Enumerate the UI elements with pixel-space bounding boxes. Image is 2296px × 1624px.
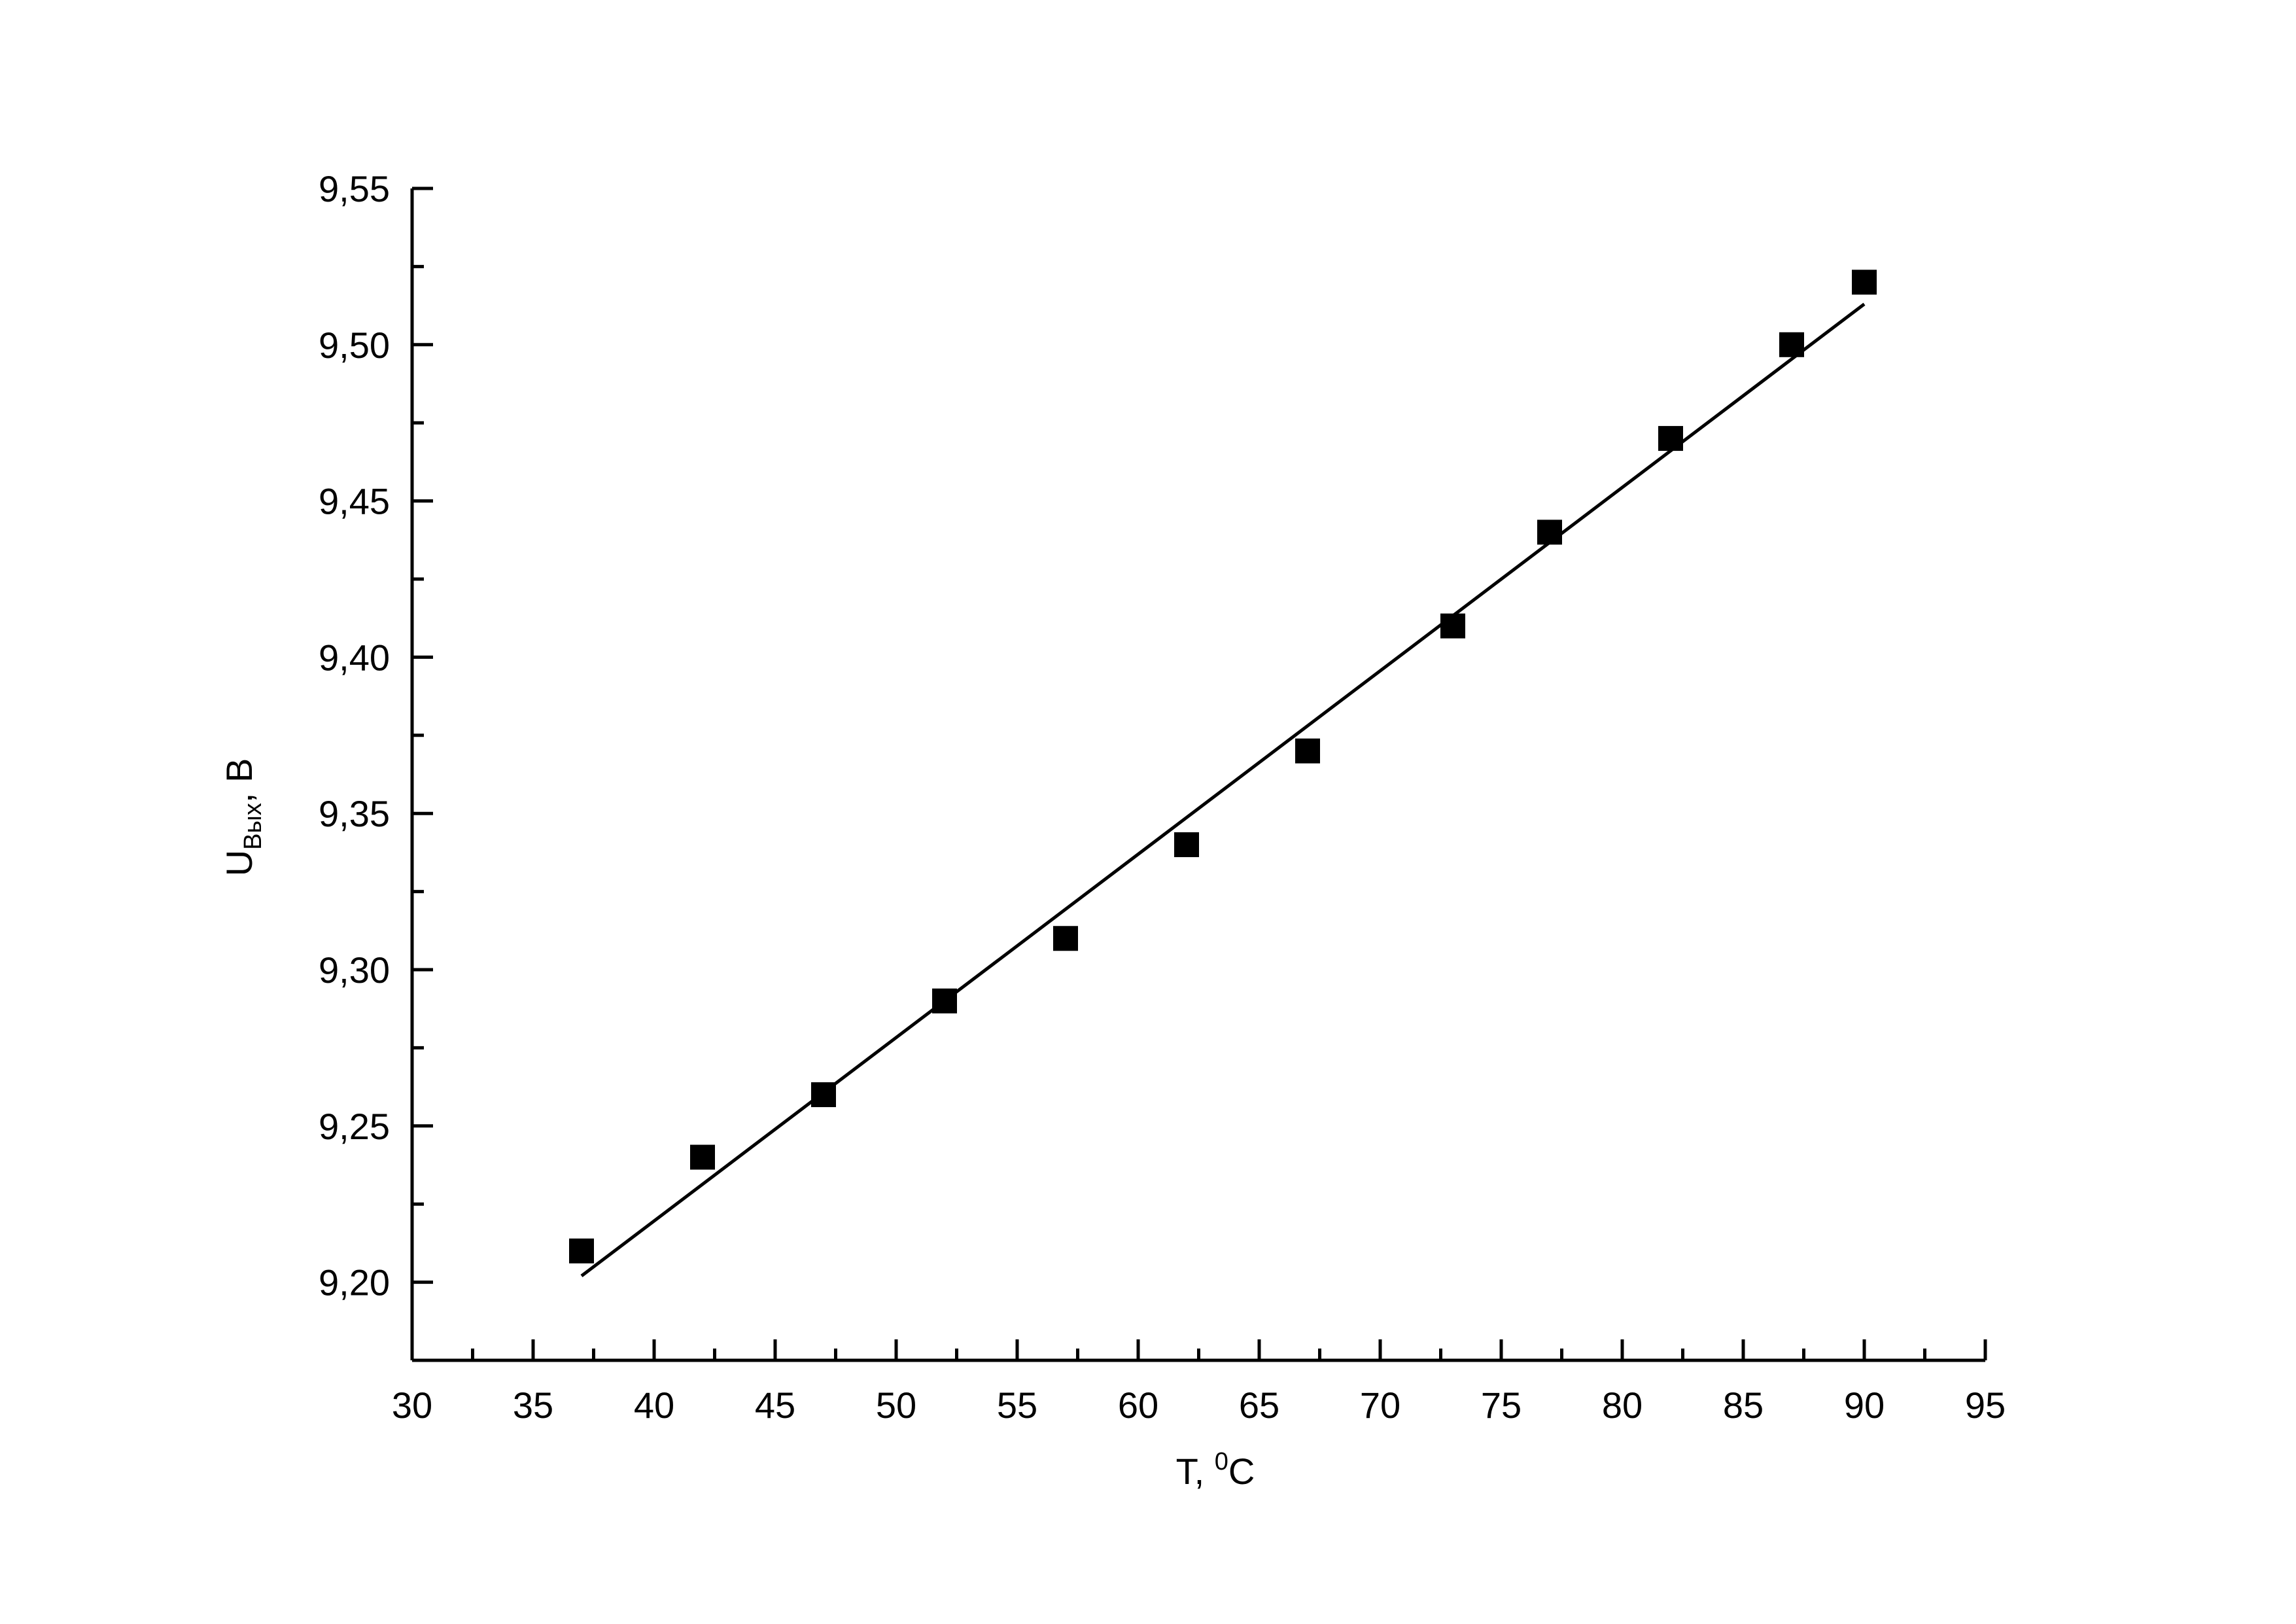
x-tick-label: 30: [392, 1385, 432, 1426]
y-tick-label: 9,25: [319, 1106, 390, 1147]
x-label-sup: 0: [1215, 1448, 1228, 1475]
y-label-sub: Вых: [239, 803, 267, 850]
point: [1174, 832, 1199, 857]
x-tick-label: 75: [1481, 1385, 1522, 1426]
x-label-main: T,: [1176, 1451, 1215, 1492]
fit-line: [580, 302, 1866, 1278]
point: [811, 1082, 836, 1108]
x-tick-label: 65: [1239, 1385, 1279, 1426]
x-tick-label: 55: [997, 1385, 1037, 1426]
x-tick-label: 70: [1360, 1385, 1400, 1426]
point: [569, 1238, 594, 1263]
y-tick-label: 9,45: [319, 481, 390, 522]
y-label-main: U: [218, 850, 260, 876]
point: [932, 988, 957, 1014]
point: [1440, 613, 1465, 639]
x-tick-label: 35: [513, 1385, 553, 1426]
x-label-rest: C: [1228, 1451, 1255, 1492]
x-tick-label: 85: [1723, 1385, 1764, 1426]
point: [690, 1144, 715, 1170]
y-tick-label: 9,50: [319, 325, 390, 366]
y-axis-label: UВых, В: [218, 758, 267, 877]
x-tick-label: 45: [755, 1385, 795, 1426]
y-tick-label: 9,55: [319, 168, 390, 209]
x-tick-label: 90: [1844, 1385, 1885, 1426]
point: [1658, 426, 1683, 451]
point: [1779, 332, 1804, 357]
x-axis-label: T, 0C: [1176, 1448, 1255, 1492]
y-tick-label: 9,35: [319, 793, 390, 834]
y-tick-label: 9,40: [319, 637, 390, 678]
x-tick-label: 50: [876, 1385, 916, 1426]
y-tick-label: 9,20: [319, 1262, 390, 1303]
y-label-rest: , В: [218, 758, 260, 803]
x-tick-label: 60: [1118, 1385, 1158, 1426]
x-tick-label: 95: [1965, 1385, 2006, 1426]
point: [1053, 926, 1078, 951]
y-tick-label: 9,30: [319, 949, 390, 991]
point: [1852, 270, 1877, 295]
x-tick-label: 40: [634, 1385, 674, 1426]
x-tick-label: 80: [1602, 1385, 1643, 1426]
point: [1295, 738, 1320, 764]
point: [1537, 520, 1562, 545]
